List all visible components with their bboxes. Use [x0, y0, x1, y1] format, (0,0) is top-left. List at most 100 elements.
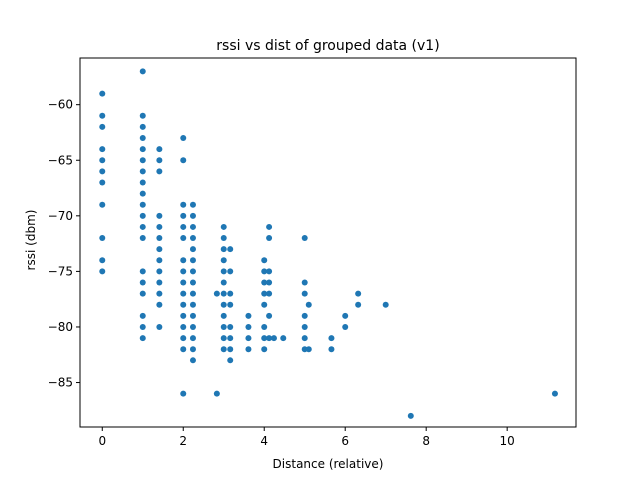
data-point: [156, 235, 163, 242]
data-point: [189, 246, 196, 253]
data-point: [261, 346, 268, 353]
data-point: [99, 157, 106, 164]
plot-frame: [79, 57, 577, 428]
y-tick-label: −75: [48, 264, 73, 278]
data-point: [220, 346, 227, 353]
data-point: [139, 223, 146, 230]
data-point: [99, 112, 106, 119]
data-point: [220, 257, 227, 264]
data-point: [139, 335, 146, 342]
data-point: [301, 235, 308, 242]
data-point: [180, 157, 187, 164]
data-point: [220, 235, 227, 242]
data-point: [227, 335, 234, 342]
data-point: [245, 323, 252, 330]
data-point: [189, 201, 196, 208]
data-point: [139, 212, 146, 219]
data-point: [382, 301, 389, 308]
data-point: [266, 335, 273, 342]
data-point: [156, 157, 163, 164]
data-point: [261, 257, 268, 264]
data-point: [189, 346, 196, 353]
data-point: [189, 268, 196, 275]
x-tick-label: 8: [422, 434, 430, 448]
data-point: [189, 335, 196, 342]
data-point: [261, 290, 268, 297]
data-point: [213, 290, 220, 297]
data-point: [189, 301, 196, 308]
x-tick-label: 10: [500, 434, 515, 448]
data-point: [261, 323, 268, 330]
data-point: [189, 290, 196, 297]
data-point: [156, 257, 163, 264]
data-point: [180, 279, 187, 286]
data-point: [180, 235, 187, 242]
data-point: [266, 235, 273, 242]
data-point: [156, 168, 163, 175]
data-point: [156, 268, 163, 275]
data-point: [301, 312, 308, 319]
x-tick-label: 6: [341, 434, 349, 448]
x-tick-label: 2: [179, 434, 187, 448]
data-point: [180, 312, 187, 319]
data-point: [139, 279, 146, 286]
chart-title: rssi vs dist of grouped data (v1): [216, 38, 439, 54]
data-point: [220, 335, 227, 342]
data-point: [227, 346, 234, 353]
data-point: [139, 323, 146, 330]
data-point: [156, 279, 163, 286]
data-point: [99, 146, 106, 153]
data-point: [301, 335, 308, 342]
data-point: [227, 290, 234, 297]
data-point: [220, 290, 227, 297]
data-point: [328, 335, 335, 342]
data-point: [180, 323, 187, 330]
data-point: [139, 190, 146, 197]
data-point: [139, 146, 146, 153]
x-tick-label: 0: [98, 434, 106, 448]
data-point: [180, 212, 187, 219]
data-point: [156, 246, 163, 253]
data-point: [139, 135, 146, 142]
data-point: [301, 279, 308, 286]
data-point: [99, 201, 106, 208]
data-point: [139, 123, 146, 130]
data-point: [342, 323, 349, 330]
data-point: [189, 235, 196, 242]
data-point: [266, 312, 273, 319]
data-point: [301, 323, 308, 330]
data-point: [156, 146, 163, 153]
data-point: [99, 90, 106, 97]
data-point: [156, 323, 163, 330]
data-point: [213, 390, 220, 397]
data-point: [266, 279, 273, 286]
data-point: [139, 179, 146, 186]
data-point: [220, 223, 227, 230]
y-tick-label: −85: [48, 376, 73, 390]
data-point: [220, 246, 227, 253]
data-point: [220, 312, 227, 319]
data-point: [407, 412, 414, 419]
data-point: [328, 346, 335, 353]
data-point: [156, 290, 163, 297]
data-point: [139, 290, 146, 297]
data-point: [180, 257, 187, 264]
data-point: [261, 279, 268, 286]
data-point: [227, 357, 234, 364]
data-point: [180, 301, 187, 308]
data-point: [266, 290, 273, 297]
data-point: [180, 346, 187, 353]
data-point: [139, 268, 146, 275]
data-point: [180, 290, 187, 297]
data-point: [355, 290, 362, 297]
data-point: [227, 301, 234, 308]
data-point: [180, 335, 187, 342]
data-point: [180, 390, 187, 397]
data-point: [220, 301, 227, 308]
data-point: [99, 257, 106, 264]
data-point: [261, 268, 268, 275]
data-point: [227, 268, 234, 275]
data-point: [305, 346, 312, 353]
